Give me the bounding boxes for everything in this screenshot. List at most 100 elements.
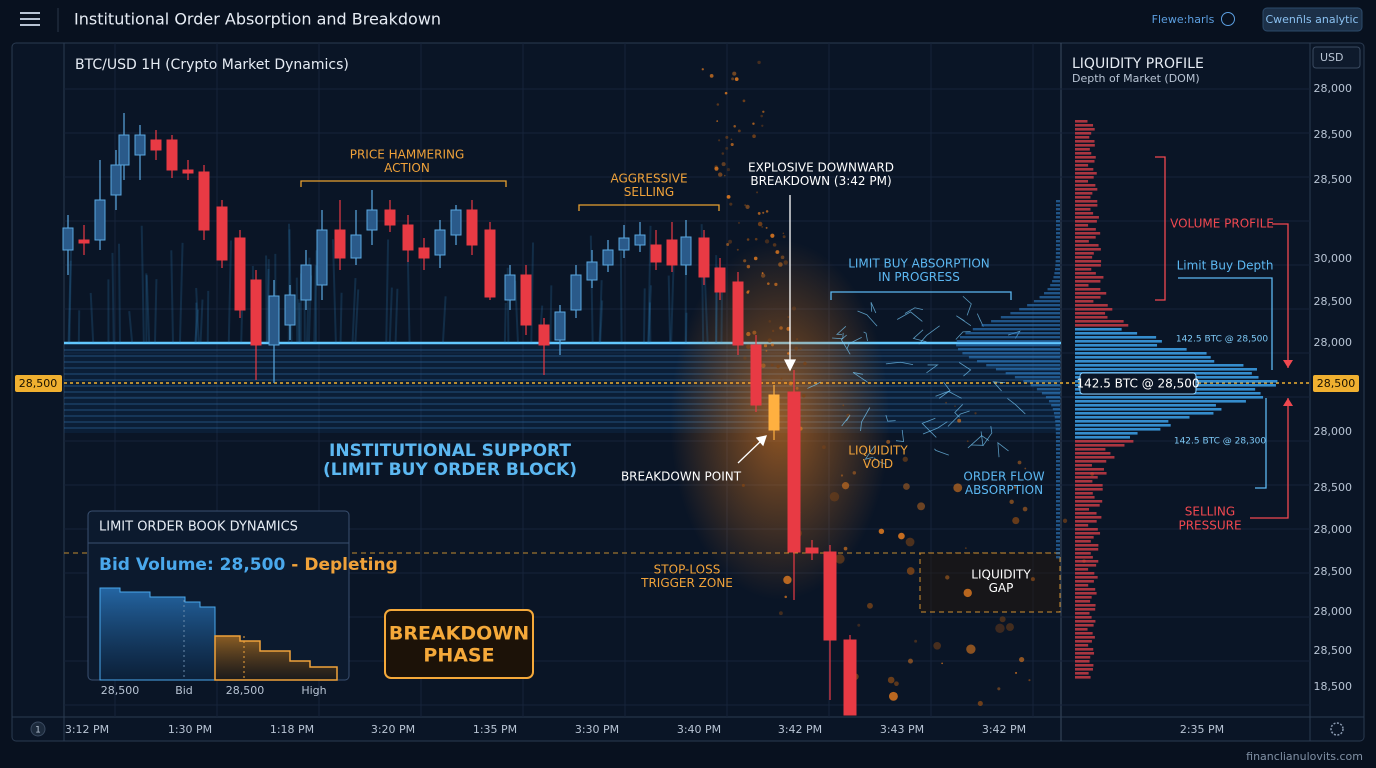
particle [746, 238, 750, 241]
particle [767, 282, 770, 285]
time-tick-label: 3:30 PM [575, 723, 619, 736]
annotation: LIMIT BUY ABSORPTION [848, 257, 990, 271]
profile-bar [1075, 648, 1094, 651]
profile-bar [1075, 132, 1092, 135]
mist [111, 252, 115, 344]
profile-bar [1075, 220, 1097, 223]
profile-bar [1055, 468, 1060, 471]
profile-bar [1075, 172, 1097, 175]
mist [265, 255, 268, 344]
crack [904, 307, 924, 314]
profile-bar [1075, 428, 1161, 431]
profile-bar [1075, 608, 1096, 611]
crack [897, 311, 923, 322]
header-link[interactable]: Flewe:harls [1152, 13, 1215, 26]
particle [746, 331, 751, 337]
candle-body [366, 209, 378, 231]
analytics-button[interactable] [1262, 7, 1363, 32]
profile-bar [1075, 364, 1244, 367]
page-number[interactable]: 1 [35, 726, 41, 736]
particle [953, 483, 963, 493]
profile-bar [958, 348, 1060, 351]
mist [145, 275, 151, 344]
particle [765, 226, 768, 229]
settings-icon[interactable] [1330, 722, 1344, 736]
particle [776, 364, 780, 369]
particle [756, 191, 759, 194]
profile-bar [956, 344, 1060, 347]
profile-bar [1075, 496, 1095, 499]
profile-bar [1075, 488, 1103, 491]
profile-bar [1054, 272, 1060, 275]
profile-bar [1055, 424, 1060, 427]
particle [995, 623, 1005, 634]
particle [754, 237, 758, 241]
profile-bar [1052, 280, 1060, 283]
particle [737, 129, 741, 133]
button-label[interactable]: Cwenñls analytic [1265, 13, 1358, 26]
particle [714, 166, 719, 171]
mist [406, 260, 411, 344]
particle [772, 243, 777, 247]
particle [760, 273, 766, 278]
particle [867, 602, 873, 609]
particle [906, 567, 915, 575]
currency-box[interactable] [1312, 46, 1361, 69]
particle [1062, 518, 1068, 523]
crack [947, 410, 970, 427]
particle [726, 194, 731, 199]
particle [761, 272, 764, 275]
mist [195, 287, 200, 344]
currency-label[interactable]: USD [1320, 51, 1344, 64]
profile-bar [1056, 532, 1060, 535]
profile-bar [1075, 252, 1094, 255]
profile-bar [1075, 240, 1089, 243]
profile-bar [1075, 584, 1089, 587]
particle [1009, 499, 1014, 505]
particle [718, 139, 721, 142]
profile-bar [1075, 360, 1215, 363]
info-icon[interactable] [1221, 12, 1235, 26]
profile-bar [1056, 476, 1060, 479]
time-tick-label: 3:42 PM [778, 723, 822, 736]
annotation: LIQUIDITY [848, 444, 908, 458]
mist [647, 225, 652, 344]
particle [1013, 486, 1017, 489]
profile-bar [1056, 492, 1060, 495]
profile-bar [1075, 336, 1157, 339]
crack [1007, 398, 1026, 415]
particle [753, 256, 758, 261]
crack [807, 381, 821, 389]
profile-bar [1075, 444, 1125, 447]
profile-bar [1075, 540, 1091, 543]
profile-bar [1075, 140, 1095, 143]
profile-bar [1075, 472, 1107, 475]
profile-bar [1075, 572, 1095, 575]
candle-body [805, 547, 819, 554]
particle [742, 99, 746, 103]
profile-bar [1010, 312, 1060, 315]
particle [763, 344, 768, 348]
particle [889, 691, 898, 701]
particle [977, 700, 983, 707]
profile-bar [959, 336, 1060, 339]
mist [589, 235, 594, 344]
particle [757, 212, 761, 215]
particle [795, 386, 799, 390]
page-indicator[interactable] [30, 721, 46, 737]
price-tick-label: 28,000 [1314, 336, 1353, 349]
particle [721, 162, 726, 167]
menu-icon[interactable] [20, 12, 40, 26]
mist [68, 237, 73, 344]
profile-bar [1053, 276, 1060, 279]
profile-bar [1075, 304, 1108, 307]
mist [331, 239, 337, 344]
particle [774, 282, 778, 287]
profile-bar [977, 360, 1060, 363]
mist [667, 275, 672, 344]
particle [746, 290, 750, 294]
particle [752, 134, 756, 139]
profile-bar [1075, 652, 1095, 655]
profile-bar [1075, 596, 1092, 599]
time-tick-label: 3:40 PM [677, 723, 721, 736]
